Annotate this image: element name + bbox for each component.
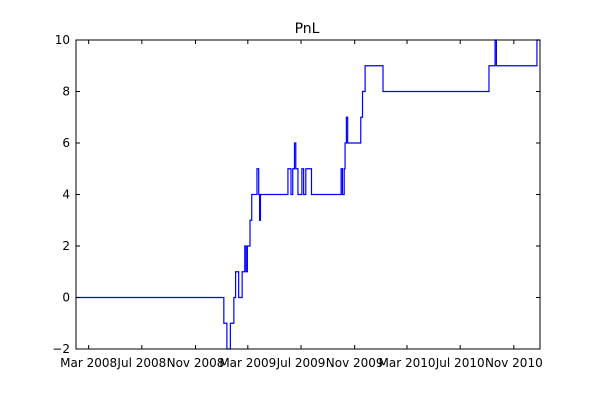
y-tick-label: 10 — [55, 33, 70, 47]
y-axis: −2 0 2 4 6 8 10 — [52, 33, 540, 356]
chart-title: PnL — [295, 21, 320, 37]
y-tick-label: 6 — [62, 136, 70, 150]
x-tick-label: Mar 2008 — [60, 356, 117, 370]
x-tick-label: Jul 2009 — [276, 356, 326, 370]
y-tick-label: 0 — [62, 291, 70, 305]
y-tick-label: 4 — [62, 188, 70, 202]
y-tick-label: 8 — [62, 85, 70, 99]
x-tick-label: Jul 2008 — [116, 356, 166, 370]
x-tick-label: Mar 2010 — [378, 356, 435, 370]
x-tick-label: Jul 2010 — [435, 356, 485, 370]
y-tick-label: −2 — [52, 342, 70, 356]
plot-frame — [75, 39, 541, 350]
x-tick-label: Nov 2009 — [326, 356, 384, 370]
series-layer — [76, 39, 540, 350]
x-tick-label: Nov 2008 — [167, 356, 225, 370]
series-line-0 — [76, 39, 540, 350]
x-tick-label: Nov 2010 — [485, 356, 543, 370]
y-tick-label: 2 — [62, 239, 70, 253]
x-tick-label: Mar 2009 — [219, 356, 276, 370]
